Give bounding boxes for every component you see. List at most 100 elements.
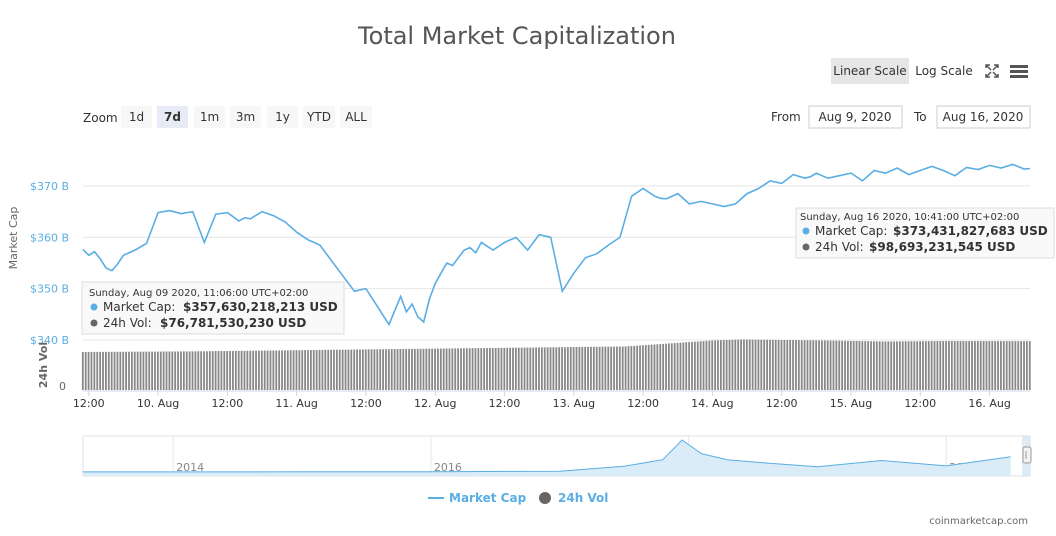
zoom-1d-button-bg[interactable] bbox=[121, 106, 152, 128]
from-date-value: Aug 9, 2020 bbox=[818, 110, 891, 124]
volume-bar bbox=[763, 339, 766, 390]
volume-bar bbox=[246, 350, 249, 390]
volume-bar bbox=[942, 340, 945, 390]
volume-bar bbox=[226, 350, 229, 390]
volume-bar bbox=[171, 351, 174, 390]
volume-bar bbox=[520, 347, 523, 390]
volume-bar bbox=[751, 339, 754, 390]
volume-bar bbox=[266, 350, 269, 390]
volume-bar bbox=[341, 349, 344, 390]
volume-bar bbox=[959, 341, 962, 390]
zoom-ytd-button[interactable]: YTD bbox=[306, 110, 331, 124]
volume-bar bbox=[1002, 341, 1005, 390]
legend-volume[interactable]: 24h Vol bbox=[558, 491, 608, 505]
volume-bar bbox=[174, 351, 177, 390]
zoom-all-button[interactable]: ALL bbox=[345, 110, 367, 124]
zoom-1m-button-bg[interactable] bbox=[194, 106, 225, 128]
volume-bar bbox=[604, 346, 607, 390]
volume-bar bbox=[234, 350, 237, 390]
volume-bar bbox=[434, 348, 436, 390]
x-tick-label: 11. Aug bbox=[275, 397, 317, 410]
volume-bar bbox=[636, 345, 639, 390]
tooltip-left: Sunday, Aug 09 2020, 11:06:00 UTC+02:00 … bbox=[81, 281, 345, 335]
volume-bar bbox=[301, 350, 304, 390]
volume-bar bbox=[128, 351, 130, 390]
volume-bar bbox=[875, 341, 878, 390]
volume-bar bbox=[584, 346, 587, 390]
volume-zero-tick: 0 bbox=[59, 380, 66, 393]
volume-bar bbox=[292, 350, 295, 390]
volume-bar bbox=[177, 351, 179, 390]
zoom-1d-button[interactable]: 1d bbox=[129, 110, 144, 124]
volume-bar bbox=[616, 346, 618, 390]
zoom-ytd-button-bg[interactable] bbox=[303, 106, 335, 128]
volume-bar bbox=[835, 340, 838, 390]
volume-axis-label: 24h Vol bbox=[37, 342, 50, 388]
volume-bar bbox=[731, 339, 734, 390]
zoom-7d-button[interactable]: 7d bbox=[164, 110, 181, 124]
volume-bar bbox=[460, 348, 462, 390]
volume-bar bbox=[777, 339, 780, 390]
navigator-handle[interactable] bbox=[1022, 446, 1032, 464]
volume-bar bbox=[197, 351, 200, 390]
volume-bar bbox=[795, 340, 797, 390]
x-tick-label: 12:00 bbox=[766, 397, 798, 410]
zoom-1y-button[interactable]: 1y bbox=[275, 110, 290, 124]
volume-bar bbox=[543, 347, 546, 390]
zoom-7d-button-bg[interactable] bbox=[157, 106, 188, 128]
zoom-all-button-bg[interactable] bbox=[340, 106, 372, 128]
x-tick-label: 12:00 bbox=[904, 397, 936, 410]
zoom-3m-button-bg[interactable] bbox=[230, 106, 261, 128]
volume-bar bbox=[188, 351, 191, 390]
linear-scale-button-bg[interactable] bbox=[831, 58, 909, 84]
x-tick-label: 14. Aug bbox=[691, 397, 733, 410]
volume-bar bbox=[740, 339, 742, 390]
volume-bar bbox=[985, 341, 988, 390]
volume-bar bbox=[653, 344, 656, 390]
x-tick-label: 12. Aug bbox=[414, 397, 456, 410]
zoom-3m-button[interactable]: 3m bbox=[236, 110, 255, 124]
zoom-1y-button-bg[interactable] bbox=[267, 106, 298, 128]
volume-bar bbox=[662, 343, 665, 390]
volume-bar bbox=[771, 339, 774, 390]
volume-bar bbox=[673, 343, 676, 390]
volume-bar bbox=[676, 342, 679, 390]
volume-bar bbox=[532, 347, 535, 390]
volume-bar bbox=[901, 341, 904, 390]
volume-bar bbox=[344, 349, 347, 390]
volume-bar bbox=[725, 340, 728, 390]
linear-scale-button[interactable]: Linear Scale bbox=[833, 64, 906, 78]
fullscreen-icon[interactable] bbox=[985, 64, 999, 78]
volume-bar bbox=[379, 349, 382, 390]
volume-bar bbox=[286, 350, 289, 390]
volume-bar bbox=[829, 340, 832, 390]
volume-bar bbox=[335, 349, 338, 390]
log-scale-button[interactable]: Log Scale bbox=[915, 64, 973, 78]
volume-bar bbox=[555, 347, 558, 390]
legend-market-cap[interactable]: Market Cap bbox=[449, 491, 527, 505]
volume-bar bbox=[465, 348, 468, 390]
volume-bar bbox=[411, 348, 413, 390]
volume-bar bbox=[463, 348, 465, 390]
volume-bar bbox=[861, 341, 864, 390]
volume-bar bbox=[125, 351, 128, 390]
x-tick-label: 13. Aug bbox=[553, 397, 595, 410]
volume-bar bbox=[924, 341, 927, 390]
volume-bar bbox=[333, 349, 335, 390]
x-axis-ticks: 12:00 10. Aug 12:00 11. Aug 12:00 12. Aug 12:0… bbox=[73, 391, 1011, 410]
zoom-1m-button[interactable]: 1m bbox=[200, 110, 219, 124]
volume-bar bbox=[870, 341, 872, 390]
navigator[interactable]: 2014201620182020 bbox=[82, 435, 1032, 477]
from-date-input[interactable] bbox=[808, 105, 903, 129]
volume-bar bbox=[737, 339, 740, 390]
to-date-input[interactable] bbox=[936, 105, 1031, 129]
menu-icon[interactable] bbox=[1010, 65, 1028, 78]
tooltip-right-vol-value: $98,693,231,545 USD bbox=[869, 240, 1015, 254]
volume-bar bbox=[766, 339, 768, 390]
volume-bar bbox=[786, 340, 789, 390]
volume-bar bbox=[324, 349, 327, 390]
volume-bar bbox=[408, 348, 410, 390]
volume-bar bbox=[477, 348, 480, 390]
credit[interactable]: coinmarketcap.com bbox=[929, 516, 1028, 527]
volume-bar bbox=[797, 340, 800, 390]
